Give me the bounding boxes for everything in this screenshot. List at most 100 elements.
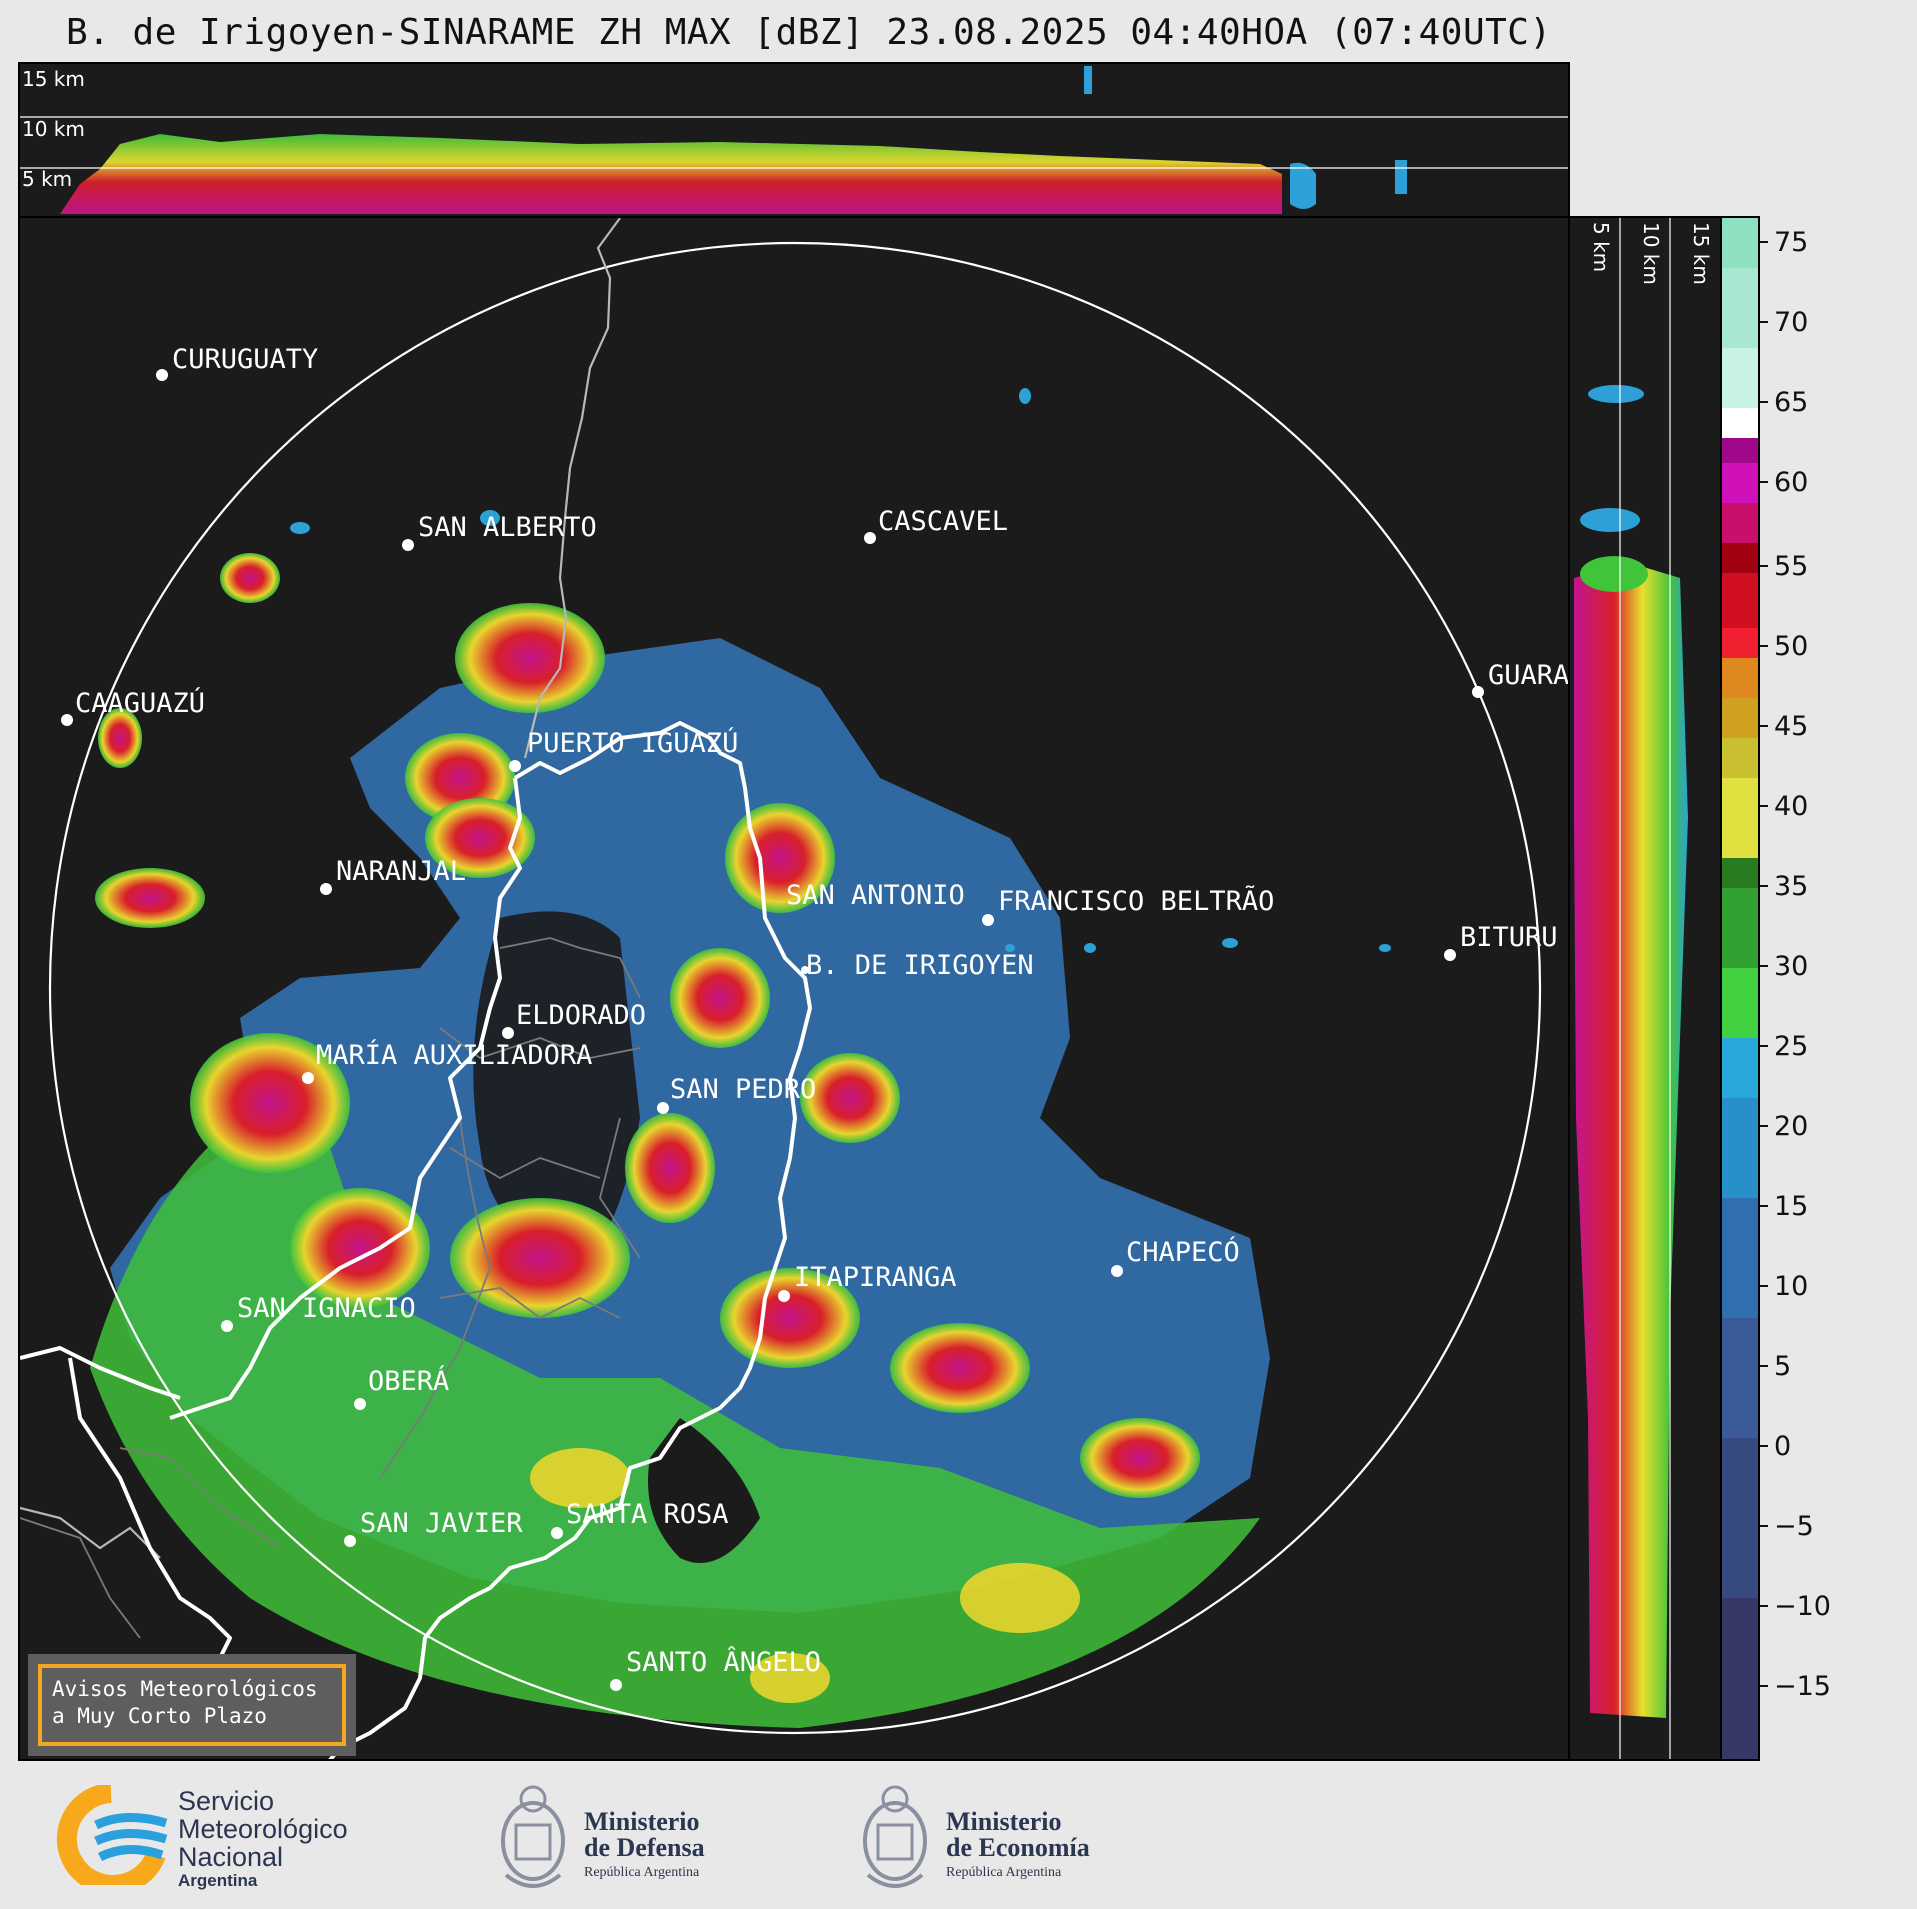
echo-profile-side	[1574, 563, 1688, 1718]
altitude-label-5km: 5 km	[22, 167, 72, 191]
colorbar-tick-label: 20	[1774, 1111, 1808, 1142]
boundary-rivers	[20, 721, 812, 1759]
top-cross-section-plot: 15 km 10 km 5 km	[20, 66, 1568, 214]
echo-cell-side	[1580, 508, 1640, 532]
radar-map-panel: CURUGUATY SAN ALBERTO CASCAVEL CAAGUAZÚ …	[18, 216, 1570, 1761]
echo-region-green	[90, 1118, 1260, 1728]
city-label-san-javier: SAN JAVIER	[360, 1508, 523, 1539]
ministerio-economia-text: Ministerio de Economía República Argenti…	[946, 1809, 1090, 1881]
city-dot-santo-angelo	[610, 1679, 622, 1691]
national-coat-of-arms-icon	[863, 1785, 927, 1888]
warnings-box-frame: Avisos Meteorológicos a Muy Corto Plazo	[38, 1664, 346, 1746]
colorbar-tick-label: 10	[1774, 1271, 1808, 1302]
scattered-echoes	[290, 388, 1391, 953]
colorbar-tick-label: 45	[1774, 711, 1808, 742]
top-cross-section-panel: 15 km 10 km 5 km	[18, 62, 1570, 218]
city-dot-san-javier	[344, 1535, 356, 1547]
ministerio-defensa-text: Ministerio de Defensa República Argentin…	[584, 1809, 705, 1881]
city-label-santo-angelo: SANTO ÂNGELO	[626, 1646, 821, 1678]
economia-line-1: Ministerio	[946, 1807, 1062, 1836]
echo-cell-top	[1395, 160, 1407, 194]
city-dot-francisco-beltrao	[982, 914, 994, 926]
city-label-santa-rosa: SANTA ROSA	[566, 1499, 729, 1530]
city-label-naranjal: NARANJAL	[336, 856, 466, 887]
city-label-san-ignacio: SAN IGNACIO	[237, 1293, 416, 1324]
city-dot-san-alberto	[402, 539, 414, 551]
colorbar-tick-label: −10	[1774, 1591, 1831, 1622]
colorbar-tick-label: −5	[1774, 1511, 1814, 1542]
colorbar-tick-label: 50	[1774, 631, 1808, 662]
city-dot-san-pedro	[657, 1102, 669, 1114]
colorbar-tick-label: 15	[1774, 1191, 1808, 1222]
warnings-line-2: a Muy Corto Plazo	[52, 1704, 267, 1728]
country-borders	[20, 218, 621, 1559]
colorbar-tick-label: 65	[1774, 387, 1808, 418]
city-dot-guara	[1472, 686, 1484, 698]
colorbar-tick-label: 25	[1774, 1031, 1808, 1062]
colorbar-tick-label: 55	[1774, 551, 1808, 582]
city-label-itapiranga: ITAPIRANGA	[794, 1262, 957, 1293]
side-cross-section-plot: 5 km 10 km 15 km	[1574, 218, 1713, 1759]
city-label-san-alberto: SAN ALBERTO	[418, 512, 597, 543]
colorbar-tick-label: 35	[1774, 871, 1808, 902]
city-markers: CURUGUATY SAN ALBERTO CASCAVEL CAAGUAZÚ …	[61, 344, 1569, 1691]
department-borders	[20, 937, 641, 1639]
echo-cell-side	[1588, 385, 1644, 403]
defensa-line-1: Ministerio	[584, 1807, 700, 1836]
footer-logos: Servicio Meteorológico Nacional Argentin…	[0, 1765, 1917, 1909]
colorbar	[1720, 216, 1760, 1761]
smn-line-4: Argentina	[178, 1871, 258, 1890]
city-dot-santa-rosa	[551, 1527, 563, 1539]
city-label-guara: GUARA	[1488, 660, 1569, 691]
side-altitude-label-10km: 10 km	[1639, 222, 1663, 285]
colorbar-tick-label: 75	[1774, 227, 1808, 258]
side-altitude-label-5km: 5 km	[1589, 222, 1613, 272]
radar-map: CURUGUATY SAN ALBERTO CASCAVEL CAAGUAZÚ …	[20, 218, 1569, 1759]
city-dot-eldorado	[502, 1027, 514, 1039]
smn-line-3: Nacional	[178, 1842, 284, 1872]
side-altitude-label-15km: 15 km	[1689, 222, 1713, 285]
economia-line-2: de Economía	[946, 1833, 1090, 1862]
city-dot-itapiranga	[778, 1290, 790, 1302]
colorbar-tick-label: 60	[1774, 467, 1808, 498]
convective-cores	[95, 553, 1200, 1703]
city-dot-obera	[354, 1398, 366, 1410]
page-title: B. de Irigoyen-SINARAME ZH MAX [dBZ] 23.…	[66, 12, 1552, 53]
city-label-curuguaty: CURUGUATY	[172, 344, 318, 375]
defensa-line-2: de Defensa	[584, 1833, 705, 1862]
city-dot-naranjal	[320, 883, 332, 895]
city-dot-puerto-iguazu	[509, 760, 521, 772]
radar-site-dot	[801, 966, 809, 974]
smn-logo-icon	[56, 1785, 168, 1885]
very-short-term-warnings-box[interactable]: Avisos Meteorológicos a Muy Corto Plazo	[28, 1654, 356, 1756]
echo-profile-top	[60, 134, 1282, 214]
defensa-sub: República Argentina	[584, 1865, 700, 1880]
side-cross-section-panel: 5 km 10 km 15 km	[1568, 216, 1722, 1761]
city-dot-caaguazu	[61, 714, 73, 726]
city-label-cascavel: CASCAVEL	[878, 506, 1008, 537]
city-label-bituru: BITURU	[1460, 922, 1558, 953]
colorbar-tick-label: 5	[1774, 1351, 1791, 1382]
echo-cell-top	[1084, 66, 1092, 94]
city-label-maria-auxiliadora: MARÍA AUXILIADORA	[316, 1039, 592, 1071]
echo-cell-top	[1290, 162, 1316, 209]
city-label-san-antonio: SAN ANTONIO	[786, 880, 965, 911]
colorbar-tick-label: 70	[1774, 307, 1808, 338]
warnings-line-1: Avisos Meteorológicos	[52, 1677, 318, 1701]
city-dot-bituru	[1444, 949, 1456, 961]
economia-sub: República Argentina	[946, 1865, 1062, 1880]
colorbar-strip	[1722, 218, 1758, 1759]
echo-gap	[648, 1418, 760, 1563]
city-label-b-de-irigoyen: B. DE IRIGOYEN	[806, 950, 1034, 981]
city-dot-chapeco	[1111, 1265, 1123, 1277]
smn-name: Servicio Meteorológico Nacional Argentin…	[178, 1787, 348, 1891]
altitude-label-15km: 15 km	[22, 67, 85, 91]
smn-line-1: Servicio	[178, 1786, 275, 1816]
smn-line-2: Meteorológico	[178, 1814, 348, 1844]
echo-cell-side	[1580, 556, 1648, 592]
city-dot-maria-auxiliadora	[302, 1072, 314, 1084]
city-dot-san-ignacio	[221, 1320, 233, 1332]
city-dot-curuguaty	[156, 369, 168, 381]
national-coat-of-arms-icon	[501, 1785, 565, 1888]
colorbar-tick-label: 40	[1774, 791, 1808, 822]
